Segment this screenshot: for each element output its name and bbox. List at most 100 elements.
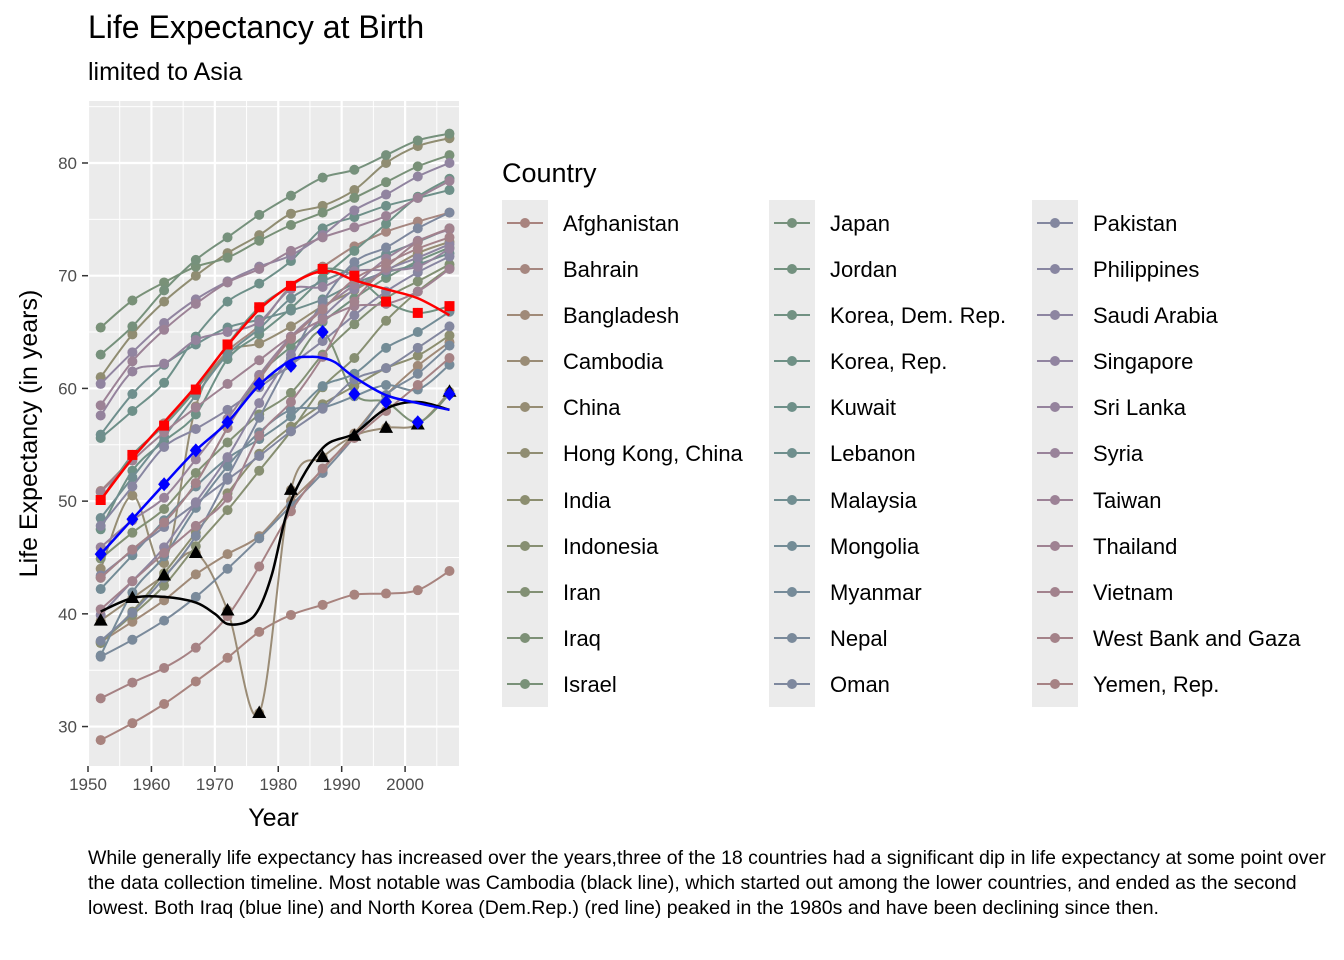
data-point-singapore (349, 205, 360, 216)
legend-key-dot (1050, 540, 1060, 551)
legend-key-dot (787, 264, 797, 275)
data-point-vietnam (127, 576, 138, 587)
data-point-nepal (190, 591, 201, 602)
data-point-kuwait (444, 185, 455, 196)
data-point-philippines (190, 423, 201, 434)
legend-key-dot (787, 310, 797, 321)
legend-label: Nepal (830, 625, 888, 651)
data-point-yemen-rep (412, 380, 423, 391)
data-point-yemen-rep (254, 561, 265, 572)
x-tick-label: 1950 (69, 775, 107, 794)
data-point-pakistan (444, 321, 455, 332)
x-tick-label: 1970 (196, 775, 234, 794)
data-point-korea-rep (349, 245, 360, 256)
data-point-malaysia (222, 349, 233, 360)
marker-iraq (253, 376, 266, 391)
legend-key-dot (1050, 494, 1060, 505)
legend-key (1032, 568, 1078, 615)
data-point-pakistan (317, 403, 328, 414)
legend-key (1032, 476, 1078, 523)
data-point-vietnam (190, 520, 201, 531)
legend-key (769, 292, 815, 339)
data-point-oman (127, 607, 138, 618)
legend-key-dot (1050, 632, 1060, 643)
data-point-yemen-rep (159, 662, 170, 673)
data-point-iran (349, 319, 360, 330)
y-tick-label: 60 (58, 379, 77, 398)
legend-key-dot (520, 264, 530, 275)
legend-key-dot (520, 678, 530, 689)
legend-key-dot (787, 356, 797, 367)
data-point-sri-lanka (412, 261, 423, 272)
data-point-bahrain (381, 226, 392, 237)
legend-label: Myanmar (830, 579, 922, 605)
legend-key (769, 660, 815, 708)
data-point-west-bank-and-gaza (412, 243, 423, 254)
marker-iraq (126, 512, 139, 527)
data-point-afghanistan (254, 626, 265, 637)
legend-key (1032, 614, 1078, 661)
data-point-saudi-arabia (190, 497, 201, 508)
data-point-sri-lanka (159, 358, 170, 369)
data-point-israel (159, 277, 170, 288)
data-point-sri-lanka (317, 281, 328, 292)
legend-label: Vietnam (1093, 579, 1174, 605)
data-point-afghanistan (190, 676, 201, 687)
data-point-japan (349, 164, 360, 175)
legend-label: Saudi Arabia (1093, 303, 1218, 329)
marker-korea-dem-rep (95, 495, 106, 505)
legend-key-dot (787, 586, 797, 597)
data-point-mongolia (95, 584, 106, 595)
legend-key (1032, 292, 1078, 339)
marker-korea-dem-rep (349, 270, 360, 281)
marker-iraq (158, 477, 171, 492)
legend-key-dot (520, 494, 530, 505)
data-point-hong-kong-china (349, 185, 360, 196)
data-point-malaysia (95, 513, 106, 524)
chart-title: Life Expectancy at Birth (88, 9, 425, 45)
legend-key-dot (787, 540, 797, 551)
data-point-sri-lanka (222, 327, 233, 338)
legend-label: Pakistan (1093, 211, 1178, 236)
data-point-lebanon (127, 389, 138, 400)
x-tick-label: 1990 (323, 775, 361, 794)
data-point-malaysia (285, 293, 296, 304)
data-point-yemen-rep (127, 677, 138, 688)
marker-iraq (316, 325, 329, 340)
data-point-japan (95, 349, 106, 360)
legend-key-dot (787, 448, 797, 459)
legend-label: Kuwait (830, 395, 897, 421)
data-point-japan (254, 209, 265, 220)
legend-label: Iran (563, 579, 601, 605)
data-point-pakistan (412, 342, 423, 353)
marker-cambodia (347, 428, 362, 441)
legend-key-dot (787, 494, 797, 505)
marker-cambodia (252, 705, 267, 719)
marker-iraq (221, 415, 234, 430)
data-point-sri-lanka (127, 366, 138, 377)
legend-key (769, 522, 815, 569)
data-point-sri-lanka (254, 316, 265, 327)
legend-key-dot (787, 678, 797, 689)
data-point-israel (127, 295, 138, 306)
data-point-indonesia (222, 505, 233, 516)
data-point-china (254, 338, 265, 349)
data-point-indonesia (349, 352, 360, 363)
data-point-iran (285, 387, 296, 398)
marker-korea-dem-rep (127, 449, 138, 460)
legend-key-dot (520, 632, 530, 643)
legend-key (769, 430, 815, 477)
marker-iraq (443, 387, 456, 402)
legend-key-dot (1050, 310, 1060, 321)
data-point-india (412, 350, 423, 361)
legend-label: Syria (1093, 441, 1144, 467)
legend-label: China (563, 395, 621, 421)
data-point-sri-lanka (95, 410, 106, 421)
data-point-bangladesh (222, 549, 233, 560)
data-point-pakistan (381, 363, 392, 374)
data-point-taiwan (412, 192, 423, 203)
legend-key (502, 292, 548, 339)
legend-key (502, 660, 548, 708)
data-point-lebanon (285, 305, 296, 316)
data-point-oman (190, 531, 201, 542)
